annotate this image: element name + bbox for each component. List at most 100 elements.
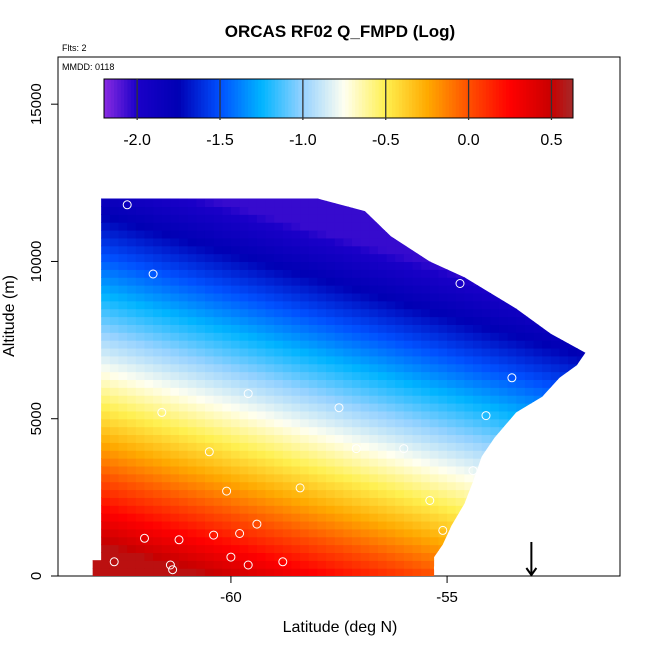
heatmap-cell <box>412 465 422 475</box>
heatmap-cell <box>222 237 232 247</box>
heatmap-cell <box>256 316 267 325</box>
colorbar-segment <box>375 79 380 118</box>
heatmap-cell <box>170 387 180 396</box>
heatmap-cell <box>421 253 431 263</box>
heatmap-cell <box>369 206 379 215</box>
heatmap-cell <box>222 379 232 388</box>
heatmap-cell <box>524 363 535 373</box>
heatmap-cell <box>351 418 362 428</box>
heatmap-cell <box>196 347 206 357</box>
heatmap-cell <box>230 458 241 467</box>
heatmap-cell <box>161 277 171 286</box>
colorbar-segment <box>298 79 303 118</box>
heatmap-cell <box>187 253 197 263</box>
heatmap-cell <box>550 222 561 231</box>
heatmap-cell <box>127 230 137 239</box>
heatmap-cell <box>161 568 171 576</box>
heatmap-cell <box>386 387 396 396</box>
heatmap-cell <box>568 434 578 443</box>
heatmap-cell <box>524 292 535 302</box>
heatmap-cell <box>550 528 561 538</box>
heatmap-cell <box>230 450 241 459</box>
heatmap-cell <box>326 379 336 388</box>
heatmap-cell <box>265 222 275 231</box>
heatmap-cell <box>559 237 569 247</box>
heatmap-cell <box>550 505 561 514</box>
heatmap-cell <box>403 222 414 231</box>
heatmap-cell <box>386 198 396 200</box>
heatmap-cell <box>464 261 474 270</box>
colorbar-segment <box>432 79 437 118</box>
heatmap-cell <box>326 245 336 255</box>
heatmap-cell <box>179 442 189 451</box>
heatmap-cell <box>222 206 232 215</box>
heatmap-cell <box>473 371 483 381</box>
heatmap-cell <box>265 395 275 404</box>
heatmap-cell <box>464 410 474 420</box>
colorbar-segment <box>348 79 353 118</box>
heatmap-cell <box>568 316 578 325</box>
heatmap-cell <box>92 465 102 475</box>
heatmap-cell <box>317 513 327 522</box>
heatmap-cell <box>421 300 431 310</box>
heatmap-cell <box>559 481 569 491</box>
heatmap-cell <box>144 489 154 498</box>
heatmap-cell <box>230 410 241 420</box>
heatmap-cell <box>542 316 552 325</box>
heatmap-cell <box>109 418 120 428</box>
heatmap-cell <box>282 536 293 546</box>
heatmap-cell <box>161 505 171 514</box>
heatmap-cell <box>395 277 405 286</box>
colorbar-segment <box>472 79 477 118</box>
heatmap-cell <box>524 520 535 530</box>
heatmap-cell <box>118 560 128 569</box>
heatmap-cell <box>351 481 362 491</box>
heatmap-cell <box>481 434 491 443</box>
colorbar-segment <box>415 79 420 118</box>
heatmap-cell <box>248 253 258 263</box>
heatmap-cell <box>421 434 431 443</box>
colorbar-segment <box>546 79 551 118</box>
colorbar-segment <box>355 79 360 118</box>
heatmap-cell <box>498 528 509 538</box>
heatmap-cell <box>291 269 301 278</box>
heatmap-cell <box>395 332 405 341</box>
heatmap-cell <box>481 410 491 420</box>
heatmap-cell <box>473 292 483 302</box>
heatmap-cell <box>386 363 396 373</box>
heatmap-cell <box>481 520 491 530</box>
heatmap-cell <box>516 442 526 451</box>
heatmap-cell <box>239 269 249 278</box>
heatmap-cell <box>498 410 509 420</box>
heatmap-cell <box>282 513 293 522</box>
heatmap-cell <box>308 355 318 365</box>
heatmap-cell <box>282 442 293 451</box>
heatmap-cell <box>490 426 500 436</box>
heatmap-cell <box>343 292 353 302</box>
heatmap-cell <box>92 513 102 522</box>
heatmap-cell <box>265 520 275 530</box>
heatmap-cell <box>542 300 552 310</box>
heatmap-cell <box>542 332 552 341</box>
heatmap-cell <box>369 308 379 318</box>
heatmap-cell <box>464 520 474 530</box>
heatmap-cell <box>308 520 318 530</box>
heatmap-cell <box>308 513 318 522</box>
heatmap-cell <box>360 403 370 412</box>
heatmap-cell <box>568 237 578 247</box>
colorbar-segment <box>502 79 507 118</box>
heatmap-cell <box>326 465 336 475</box>
colorbar-segment <box>278 79 283 118</box>
heatmap-cell <box>248 465 258 475</box>
heatmap-cell <box>369 450 379 459</box>
colorbar-segment <box>566 79 571 118</box>
heatmap-cell <box>473 379 483 388</box>
heatmap-cell <box>421 198 431 200</box>
heatmap-cell <box>222 292 232 302</box>
heatmap-cell <box>334 560 344 569</box>
heatmap-cell <box>464 426 474 436</box>
heatmap-cell <box>274 363 284 373</box>
heatmap-cell <box>213 316 223 325</box>
heatmap-cell <box>559 403 569 412</box>
heatmap-cell <box>533 395 543 404</box>
